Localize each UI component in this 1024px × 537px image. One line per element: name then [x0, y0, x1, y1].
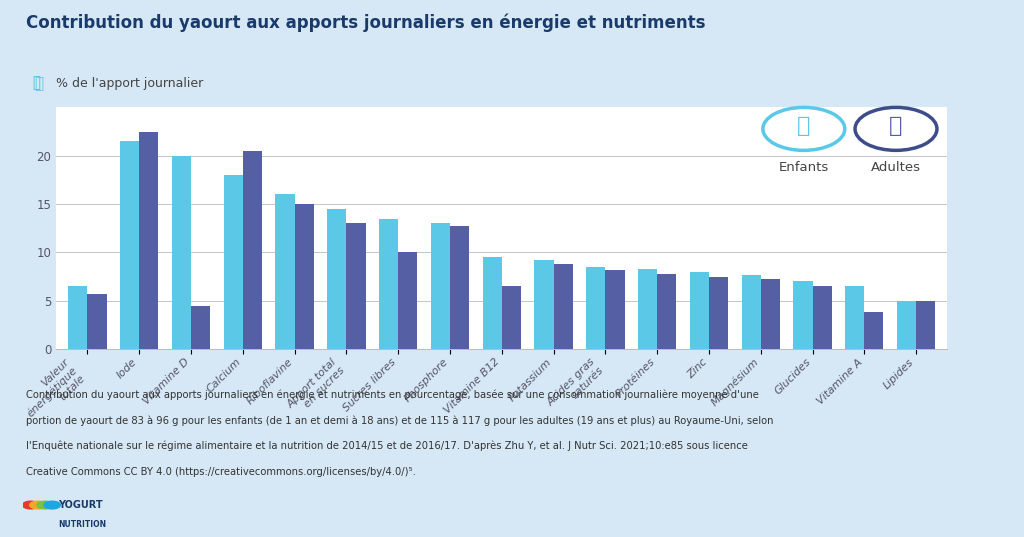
Text: % de l'apport journalier: % de l'apport journalier	[56, 77, 204, 90]
Circle shape	[37, 501, 53, 509]
Bar	[482, 257, 502, 349]
Bar	[139, 132, 159, 349]
Bar	[172, 156, 191, 349]
Text: ⬜: ⬜	[35, 76, 43, 91]
Bar	[191, 306, 210, 349]
Text: Enfants: Enfants	[778, 161, 829, 174]
Bar	[709, 277, 728, 349]
Bar	[120, 141, 139, 349]
Circle shape	[23, 501, 39, 509]
Text: Creative Commons CC BY 4.0 (https://creativecommons.org/licenses/by/4.0/)⁵.: Creative Commons CC BY 4.0 (https://crea…	[26, 467, 416, 477]
Bar	[794, 281, 812, 349]
Circle shape	[30, 501, 46, 509]
Text: YOGURT: YOGURT	[58, 500, 103, 510]
Bar	[657, 274, 676, 349]
Bar	[741, 274, 761, 349]
Bar	[431, 223, 450, 349]
Bar	[812, 286, 831, 349]
Circle shape	[44, 501, 60, 509]
Text: Contribution du yaourt aux apports journaliers en énergie et nutriments: Contribution du yaourt aux apports journ…	[26, 13, 706, 32]
Bar	[554, 264, 572, 349]
Text: portion de yaourt de 83 à 96 g pour les enfants (de 1 an et demi à 18 ans) et de: portion de yaourt de 83 à 96 g pour les …	[26, 415, 773, 426]
Text: 🧒: 🧒	[797, 116, 811, 136]
Bar	[295, 204, 313, 349]
Bar	[69, 286, 87, 349]
Text: NUTRITION: NUTRITION	[58, 520, 106, 529]
Bar	[605, 270, 625, 349]
Text: Adultes: Adultes	[871, 161, 921, 174]
Bar	[502, 286, 521, 349]
Text: Contribution du yaourt aux apports journaliers en énergie et nutriments en pourc: Contribution du yaourt aux apports journ…	[26, 389, 759, 400]
Bar	[450, 226, 469, 349]
Bar	[87, 294, 106, 349]
Bar	[275, 194, 295, 349]
Bar	[398, 252, 418, 349]
Bar	[346, 223, 366, 349]
Bar	[897, 301, 916, 349]
Bar	[328, 209, 346, 349]
Text: ▯: ▯	[31, 74, 41, 92]
Bar	[761, 279, 780, 349]
Bar	[243, 151, 262, 349]
Bar	[379, 219, 398, 349]
Bar	[916, 301, 935, 349]
Bar	[223, 175, 243, 349]
Bar	[845, 286, 864, 349]
Bar	[535, 260, 554, 349]
Bar	[638, 269, 657, 349]
Bar	[690, 272, 709, 349]
Bar	[864, 313, 884, 349]
Bar	[586, 267, 605, 349]
Text: 🚶: 🚶	[889, 116, 903, 136]
Text: l'Enquête nationale sur le régime alimentaire et la nutrition de 2014/15 et de 2: l'Enquête nationale sur le régime alimen…	[26, 441, 748, 452]
